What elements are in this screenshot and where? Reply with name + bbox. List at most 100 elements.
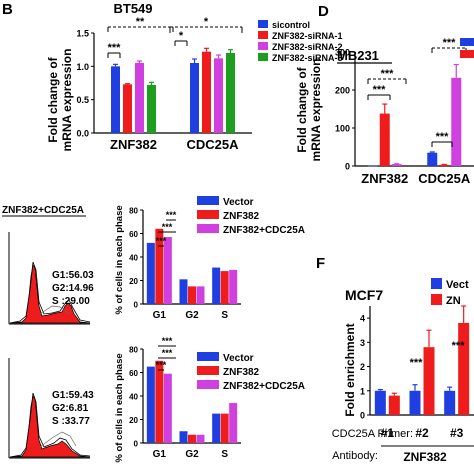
panel-b-letter: B <box>2 1 13 18</box>
bar <box>458 322 470 415</box>
bar <box>220 271 229 304</box>
bar <box>196 434 205 443</box>
category-label: G1 <box>153 449 167 460</box>
bar <box>188 434 196 443</box>
category-label: CDC25A <box>418 171 471 186</box>
y-tick-label: 2 <box>360 362 365 372</box>
legend-label: Vect <box>446 279 469 291</box>
y-tick-label: 20 <box>129 416 138 425</box>
bar <box>367 165 378 167</box>
sig-label: *** <box>410 357 424 369</box>
category-label: ZNF382 <box>361 171 408 186</box>
category-label: G2 <box>185 449 199 460</box>
y-tick-label: 60 <box>129 369 138 378</box>
sig-label: *** <box>108 42 122 54</box>
legend-f: Vect ZN <box>431 278 469 307</box>
legend-swatch <box>258 53 268 61</box>
panel-f-ylabel: Fold enrichment <box>343 323 357 416</box>
legend-swatch <box>431 278 442 289</box>
y-tick-label: 1.5 <box>76 29 89 39</box>
legend-swatch <box>197 224 219 233</box>
y-tick-label: 1 <box>360 386 365 396</box>
y-tick-label: 0 <box>345 162 350 172</box>
bar <box>379 113 390 166</box>
legend-label: ZNF382 <box>223 367 260 378</box>
legend-swatch <box>197 196 219 205</box>
sig-label: *** <box>156 236 167 246</box>
y-tick-label: 60 <box>129 230 138 239</box>
legend-swatch <box>197 366 219 375</box>
y-tick-label: 0.5 <box>76 95 89 105</box>
sig-bracket-ticks <box>107 53 121 58</box>
bar <box>123 84 132 133</box>
bar <box>214 58 223 134</box>
legend-swatch <box>258 20 268 28</box>
legend-label: Vector <box>223 353 254 364</box>
bar <box>212 413 221 443</box>
bar <box>163 237 172 304</box>
y-tick-label: 0 <box>360 411 365 421</box>
panel-d-ylabel-line2: mRNA expression <box>309 59 323 162</box>
legend-swatch <box>258 31 268 39</box>
sig-label: *** <box>166 210 177 220</box>
legend-label: ZNF382 <box>223 211 260 222</box>
sig-bracket-ticks <box>174 41 188 46</box>
legend-label: sicontrol <box>272 20 310 30</box>
chart-b: 0.0 0.5 1.0 1.5 ZNF382 CDC25A <box>76 29 252 152</box>
legend-label: ZNF382-siRNA-3 <box>272 53 343 63</box>
antibody-label: Antibody: <box>332 450 378 462</box>
y-tick-label: 0 <box>134 301 139 310</box>
bar <box>196 286 205 304</box>
panel-f-title: MCF7 <box>345 287 383 303</box>
flow-histogram-bottom: G1:59.43 G2:6.81 S :33.77 <box>8 358 94 459</box>
legend-swatch <box>197 380 219 389</box>
legend-swatch <box>197 210 219 219</box>
bar <box>444 390 456 415</box>
legend-label: ZNF382-siRNA-2 <box>272 42 343 52</box>
y-tick-label: 80 <box>129 346 138 355</box>
panel-d: D MB231 Fold change of mRNA expression 0… <box>295 3 474 186</box>
legend-label: ZNF382-siRNA-1 <box>272 31 343 41</box>
bar <box>111 66 120 133</box>
chart-cell-cycle-bottom: 0 20 40 60 80 G1 G2 S <box>129 346 241 460</box>
sig-label: *** <box>162 348 173 358</box>
bar <box>179 279 188 304</box>
panel-b-ylabel-line1: Fold change of <box>46 56 60 142</box>
legend-swatch <box>460 38 474 46</box>
panel-f: F MCF7 Fold enrichment 0 1 2 3 4 #1 #2 #3 *** *… <box>316 255 474 464</box>
primer-label: CDC25A Primer: <box>332 428 413 440</box>
flow-stat: G2:14.96 <box>52 283 94 294</box>
y-tick-label: 3 <box>360 338 365 348</box>
sig-label: *** <box>162 222 173 232</box>
y-tick-label: 0.0 <box>76 129 89 139</box>
flow-stat: S :29.00 <box>52 296 90 307</box>
sig-bracket-ticks <box>107 27 174 32</box>
bar <box>229 269 238 304</box>
bar <box>190 63 199 133</box>
sig-label: *** <box>162 336 173 346</box>
bar <box>423 347 435 415</box>
category-label: S <box>221 310 228 321</box>
legend-cell-cycle-top: Vector ZNF382 ZNF382+CDC25A <box>197 196 305 236</box>
panel-b: B BT549 Fold change of mRNA expression 0… <box>2 1 343 152</box>
chart-f: 0 1 2 3 4 #1 #2 #3 <box>360 305 474 440</box>
sig-label: *** <box>373 84 387 96</box>
legend-swatch <box>197 352 219 361</box>
bar <box>451 77 462 166</box>
panel-b-ylabel-line2: mRNA expression <box>60 49 74 152</box>
y-tick-label: 1.0 <box>76 62 89 72</box>
legend-swatch <box>258 42 268 50</box>
s-phase-curve <box>39 305 71 315</box>
sig-bracket-ticks <box>431 142 453 147</box>
sig-bracket-ticks <box>367 79 407 84</box>
y-tick-label: 40 <box>129 254 138 263</box>
category-label: CDC25A <box>186 137 239 152</box>
panel-f-letter: F <box>316 255 325 272</box>
sig-label: ** <box>136 16 145 28</box>
bar <box>146 242 155 304</box>
sig-label: *** <box>443 37 457 49</box>
legend-swatch <box>460 50 474 58</box>
sig-label: *** <box>436 131 450 143</box>
